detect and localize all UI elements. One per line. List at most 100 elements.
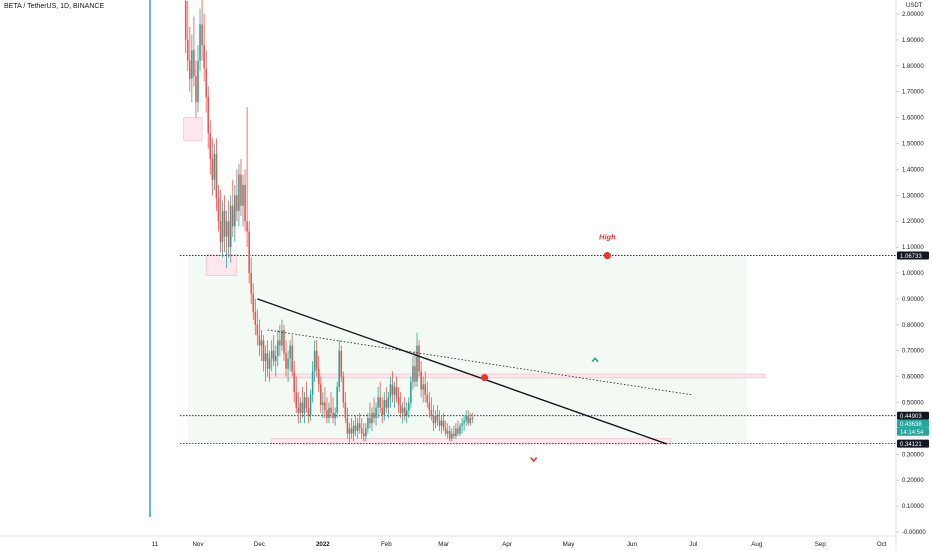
candle-body[interactable] bbox=[365, 428, 367, 437]
candle-body[interactable] bbox=[432, 415, 435, 424]
candle-body[interactable] bbox=[219, 221, 222, 242]
candle-body[interactable] bbox=[264, 353, 267, 362]
candle-body[interactable] bbox=[240, 174, 242, 206]
candle-body[interactable] bbox=[436, 415, 439, 421]
candle-body[interactable] bbox=[457, 428, 459, 434]
candle-body[interactable] bbox=[442, 420, 445, 429]
candle-body[interactable] bbox=[201, 24, 203, 46]
candle-body[interactable] bbox=[338, 350, 341, 387]
candle-body[interactable] bbox=[422, 384, 424, 390]
candle-body[interactable] bbox=[272, 350, 275, 362]
candle-body[interactable] bbox=[438, 420, 441, 426]
candle-body[interactable] bbox=[350, 428, 353, 434]
descending-trendline[interactable] bbox=[257, 298, 667, 445]
candle-body[interactable] bbox=[412, 366, 414, 382]
candle-body[interactable] bbox=[254, 311, 257, 325]
candle-body[interactable] bbox=[209, 133, 212, 160]
candle-body[interactable] bbox=[373, 412, 375, 419]
candle-body[interactable] bbox=[307, 407, 310, 416]
candle-body[interactable] bbox=[317, 368, 320, 385]
candle-body[interactable] bbox=[303, 397, 306, 413]
candle-body[interactable] bbox=[414, 366, 416, 382]
candle-body[interactable] bbox=[221, 210, 224, 242]
candle-body[interactable] bbox=[451, 433, 453, 439]
candle-body[interactable] bbox=[367, 418, 369, 429]
candle-body[interactable] bbox=[197, 60, 199, 103]
candle-body[interactable] bbox=[362, 433, 365, 437]
candle-body[interactable] bbox=[471, 418, 474, 420]
candle-body[interactable] bbox=[469, 418, 472, 424]
candle-body[interactable] bbox=[199, 24, 201, 61]
candle-body[interactable] bbox=[246, 221, 248, 232]
candle-body[interactable] bbox=[434, 415, 437, 424]
candle-body[interactable] bbox=[256, 324, 259, 336]
candle-body[interactable] bbox=[225, 221, 228, 237]
candle-body[interactable] bbox=[383, 399, 386, 416]
candle-body[interactable] bbox=[375, 407, 377, 419]
candle-body[interactable] bbox=[444, 428, 447, 434]
candle-body[interactable] bbox=[279, 340, 281, 346]
candle-body[interactable] bbox=[238, 174, 240, 211]
dotted-trendline[interactable] bbox=[267, 329, 692, 396]
candle-body[interactable] bbox=[262, 340, 265, 362]
candle-body[interactable] bbox=[195, 76, 197, 103]
candle-body[interactable] bbox=[428, 402, 431, 411]
candle-body[interactable] bbox=[260, 340, 263, 346]
candle-body[interactable] bbox=[311, 371, 314, 395]
candle-body[interactable] bbox=[320, 384, 322, 406]
candle-body[interactable] bbox=[346, 418, 349, 434]
candle-body[interactable] bbox=[313, 350, 316, 372]
candle-body[interactable] bbox=[315, 350, 318, 369]
candle-body[interactable] bbox=[231, 205, 234, 227]
candle-body[interactable] bbox=[277, 340, 279, 356]
candle-body[interactable] bbox=[234, 195, 236, 227]
candle-body[interactable] bbox=[252, 293, 255, 312]
candle-body[interactable] bbox=[416, 345, 418, 382]
candle-body[interactable] bbox=[217, 197, 220, 222]
candle-body[interactable] bbox=[328, 407, 330, 419]
intersection-dot[interactable] bbox=[480, 374, 489, 382]
candle-body[interactable] bbox=[184, 1, 187, 40]
candle-body[interactable] bbox=[348, 428, 351, 434]
candle-body[interactable] bbox=[301, 402, 304, 413]
candle-body[interactable] bbox=[459, 425, 461, 434]
candle-body[interactable] bbox=[299, 402, 302, 413]
candle-body[interactable] bbox=[408, 402, 410, 411]
candle-body[interactable] bbox=[322, 402, 324, 406]
candle-body[interactable] bbox=[236, 195, 238, 211]
time-axis[interactable]: 11 Nov Dec 2022 Feb Mar Apr May Jun Jul Aug Sep Oct bbox=[152, 541, 887, 548]
candle-body[interactable] bbox=[203, 45, 205, 69]
candle-body[interactable] bbox=[397, 397, 400, 406]
candle-body[interactable] bbox=[440, 420, 443, 426]
candle-body[interactable] bbox=[465, 415, 467, 421]
candle-body[interactable] bbox=[467, 415, 469, 424]
candle-body[interactable] bbox=[330, 407, 332, 413]
candle-body[interactable] bbox=[358, 423, 361, 429]
candle-body[interactable] bbox=[342, 376, 345, 403]
candle-body[interactable] bbox=[326, 410, 328, 419]
candle-body[interactable] bbox=[426, 394, 429, 403]
candle-body[interactable] bbox=[227, 221, 230, 248]
candle-body[interactable] bbox=[377, 397, 379, 408]
candle-body[interactable] bbox=[289, 345, 291, 359]
candle-body[interactable] bbox=[334, 412, 336, 419]
range-zone[interactable] bbox=[187, 255, 747, 444]
candle-body[interactable] bbox=[385, 399, 388, 408]
candle-body[interactable] bbox=[191, 50, 193, 79]
candle-body[interactable] bbox=[305, 397, 308, 408]
candle-body[interactable] bbox=[297, 407, 300, 413]
candle-body[interactable] bbox=[448, 430, 451, 439]
candle-body[interactable] bbox=[403, 407, 406, 416]
order-block-2[interactable] bbox=[205, 254, 238, 276]
candle-body[interactable] bbox=[424, 384, 427, 395]
price-axis[interactable]: 2.00000 1.90000 1.80000 1.70000 1.60000 1.500… bbox=[896, 12, 926, 536]
candle-body[interactable] bbox=[389, 384, 392, 398]
candle-body[interactable] bbox=[250, 273, 253, 294]
candle-body[interactable] bbox=[340, 350, 343, 377]
candle-body[interactable] bbox=[205, 68, 207, 97]
candle-body[interactable] bbox=[309, 394, 312, 416]
candle-body[interactable] bbox=[244, 184, 246, 222]
candle-body[interactable] bbox=[229, 205, 232, 248]
candle-body[interactable] bbox=[352, 425, 355, 434]
